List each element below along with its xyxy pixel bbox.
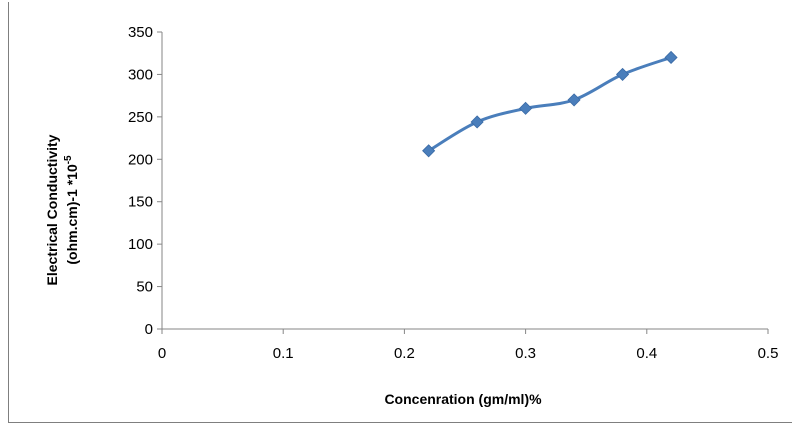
x-tick-label: 0.1 xyxy=(273,345,294,362)
x-axis-title: Concenration (gm/ml)% xyxy=(384,391,542,407)
y-tick-label: 0 xyxy=(145,321,153,338)
x-tick-label: 0.4 xyxy=(636,345,657,362)
y-axis-title-line2: (ohm.cm)-1 *10-5 xyxy=(63,155,80,265)
x-tick-label: 0 xyxy=(158,345,166,362)
y-axis-title-group: Electrical Conductivity (ohm.cm)-1 *10-5 xyxy=(44,134,80,285)
y-ticks: 0 50 100 150 200 250 300 350 xyxy=(128,24,162,338)
y-tick-label: 150 xyxy=(128,194,153,211)
data-point-marker xyxy=(422,144,436,158)
chart-frame xyxy=(8,2,792,423)
y-axis-title-superscript: -5 xyxy=(63,155,74,164)
data-point-marker xyxy=(664,50,678,65)
x-ticks: 0 0.1 0.2 0.3 0.4 0.5 xyxy=(158,329,779,362)
y-tick-label: 300 xyxy=(128,66,153,83)
y-tick-label: 50 xyxy=(136,279,153,296)
data-point-marker xyxy=(470,115,484,129)
data-point-marker xyxy=(519,101,533,115)
y-tick-label: 350 xyxy=(128,24,153,41)
y-tick-label: 250 xyxy=(128,109,153,126)
y-axis-title-line1: Electrical Conductivity xyxy=(44,134,60,285)
data-point-marker xyxy=(567,93,581,107)
y-tick-label: 200 xyxy=(128,151,153,168)
x-tick-label: 0.5 xyxy=(758,345,779,362)
axes xyxy=(161,32,768,330)
x-tick-label: 0.3 xyxy=(515,345,536,362)
y-tick-label: 100 xyxy=(128,236,153,253)
x-tick-label: 0.2 xyxy=(394,345,415,362)
series-group xyxy=(422,50,678,158)
y-axis-title-main: (ohm.cm)-1 *10 xyxy=(64,164,80,265)
series-line xyxy=(427,56,672,153)
data-point-marker xyxy=(615,67,630,81)
